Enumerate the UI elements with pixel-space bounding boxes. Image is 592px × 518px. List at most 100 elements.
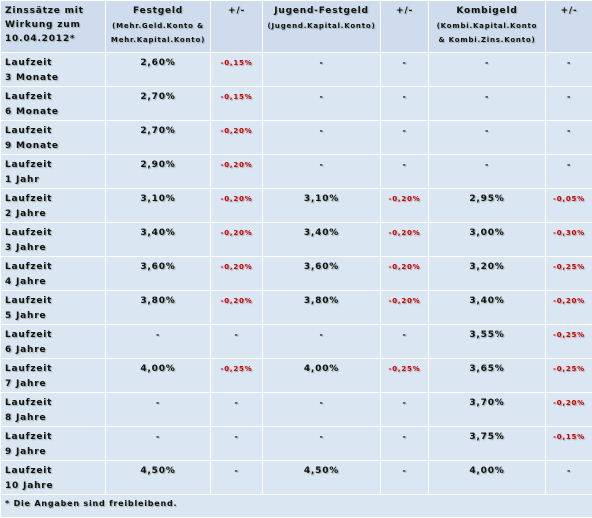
rate-cell: - [106, 325, 211, 359]
rate-value: - [402, 126, 406, 135]
change-value: -0,20% [221, 263, 253, 271]
rate-cell: 2,95% [429, 189, 546, 223]
row-label-line: Laufzeit [5, 362, 101, 377]
rate-cell: - [211, 325, 263, 359]
row-label-line: 6 Monate [5, 105, 101, 120]
rate-cell: 4,00% [429, 461, 546, 495]
row-label-line: Laufzeit [5, 396, 101, 411]
rate-cell: -0,30% [546, 223, 592, 257]
rate-value: - [567, 160, 571, 169]
change-value: -0,25% [553, 365, 585, 373]
column-title: Jugend-Festgeld [267, 4, 376, 19]
rate-value: - [485, 58, 489, 67]
row-label-line: Laufzeit [5, 158, 101, 173]
header-cell: Festgeld(Mehr.Geld.Konto &Mehr.Kapital.K… [106, 1, 211, 53]
rate-value: - [402, 92, 406, 101]
rate-value: - [402, 398, 406, 407]
rate-value: 3,20% [469, 262, 504, 272]
rate-value: - [567, 92, 571, 101]
rate-cell: - [381, 121, 429, 155]
rate-cell: -0,25% [546, 359, 592, 393]
rate-cell: -0,25% [546, 257, 592, 291]
rate-value: 4,50% [140, 466, 175, 476]
rate-cell: -0,05% [546, 189, 592, 223]
change-value: -0,20% [221, 127, 253, 135]
rate-value: - [567, 466, 571, 475]
rate-cell: 3,10% [106, 189, 211, 223]
header-cell: +/- [546, 1, 592, 53]
rate-cell: - [429, 53, 546, 87]
rate-cell: - [429, 155, 546, 189]
rate-cell: - [263, 325, 381, 359]
rate-cell: 4,00% [263, 359, 381, 393]
rate-cell: -0,20% [211, 257, 263, 291]
change-value: -0,15% [221, 59, 253, 67]
row-label-line: 9 Jahre [5, 445, 101, 460]
rate-cell: - [546, 461, 592, 495]
column-subtitle: (Mehr.Geld.Konto & [110, 19, 206, 33]
rate-cell: - [263, 53, 381, 87]
rate-value: - [319, 432, 323, 441]
column-title: +/- [385, 4, 424, 19]
row-label-line: Laufzeit [5, 430, 101, 445]
rate-value: - [402, 330, 406, 339]
rate-cell: - [381, 325, 429, 359]
rate-cell: 3,80% [263, 291, 381, 325]
rate-value: - [319, 160, 323, 169]
row-label-line: 4 Jahre [5, 275, 101, 290]
column-subtitle: & Kombi.Zins.Konto) [433, 33, 541, 47]
row-label-line: 3 Monate [5, 71, 101, 86]
rate-value: - [156, 330, 160, 339]
rate-cell: 4,50% [263, 461, 381, 495]
change-value: -0,15% [221, 93, 253, 101]
rate-cell: 2,70% [106, 87, 211, 121]
rate-value: 3,00% [469, 228, 504, 238]
rate-cell: - [546, 87, 592, 121]
rate-cell: 3,60% [263, 257, 381, 291]
rate-cell: - [546, 121, 592, 155]
header-label-line: 10.04.2012* [5, 32, 101, 46]
rate-value: - [234, 466, 238, 475]
rate-cell: - [381, 53, 429, 87]
rate-cell: 3,40% [429, 291, 546, 325]
rate-cell: 2,60% [106, 53, 211, 87]
change-value: -0,20% [553, 297, 585, 305]
rate-cell: -0,25% [546, 325, 592, 359]
rate-value: - [485, 126, 489, 135]
row-label-line: 3 Jahre [5, 241, 101, 256]
rate-cell: - [381, 155, 429, 189]
rate-value: - [319, 398, 323, 407]
rate-cell: 2,90% [106, 155, 211, 189]
rate-cell: -0,15% [211, 87, 263, 121]
rate-value: 3,65% [469, 364, 504, 374]
rate-cell: 3,60% [106, 257, 211, 291]
rate-value: - [567, 58, 571, 67]
rate-cell: - [381, 87, 429, 121]
rate-cell: -0,15% [546, 427, 592, 461]
rate-value: - [485, 160, 489, 169]
rate-value: - [234, 432, 238, 441]
change-value: -0,20% [221, 297, 253, 305]
rate-cell: - [381, 393, 429, 427]
rate-cell: -0,20% [211, 223, 263, 257]
rate-value: - [567, 126, 571, 135]
rate-cell: -0,20% [381, 257, 429, 291]
rate-value: 2,70% [140, 92, 175, 102]
rate-value: 3,40% [469, 296, 504, 306]
change-value: -0,15% [553, 433, 585, 441]
change-value: -0,20% [553, 399, 585, 407]
header-cell: Jugend-Festgeld(Jugend.Kapital.Konto) [263, 1, 381, 53]
rate-cell: - [546, 53, 592, 87]
change-value: -0,20% [389, 263, 421, 271]
